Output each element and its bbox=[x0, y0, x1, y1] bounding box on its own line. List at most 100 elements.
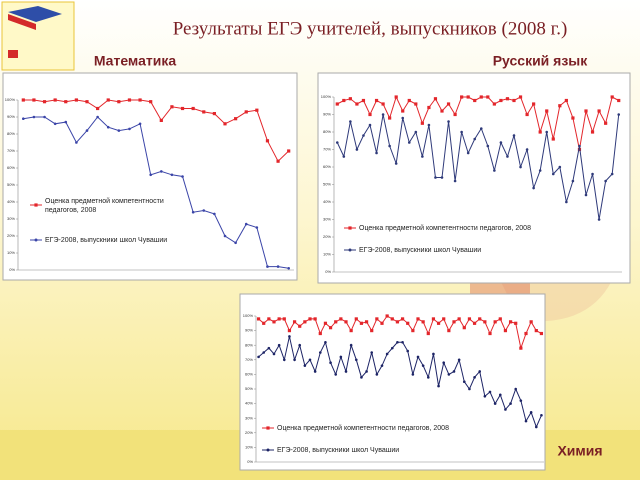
point bbox=[483, 395, 487, 398]
point bbox=[407, 141, 411, 144]
y-tick-label: 70% bbox=[7, 148, 15, 153]
point bbox=[486, 144, 490, 148]
point bbox=[571, 179, 575, 183]
point bbox=[488, 390, 492, 394]
point bbox=[324, 340, 327, 344]
point bbox=[180, 106, 185, 111]
point bbox=[432, 352, 435, 356]
point bbox=[525, 112, 529, 117]
point bbox=[479, 95, 483, 99]
point bbox=[293, 358, 296, 362]
point bbox=[127, 98, 132, 102]
point bbox=[365, 370, 368, 373]
y-tick-label: 80% bbox=[323, 129, 331, 134]
point bbox=[538, 130, 542, 134]
point bbox=[380, 321, 384, 325]
point bbox=[303, 364, 307, 367]
y-tick-label: 10% bbox=[323, 252, 331, 257]
point bbox=[442, 361, 446, 365]
point bbox=[483, 320, 487, 324]
point bbox=[361, 98, 366, 103]
y-tick-label: 80% bbox=[245, 342, 253, 347]
point bbox=[519, 165, 522, 169]
point bbox=[287, 329, 292, 333]
point bbox=[355, 102, 359, 106]
point bbox=[43, 115, 46, 119]
y-tick-label: 70% bbox=[323, 147, 331, 152]
logo-shape bbox=[8, 14, 36, 30]
point bbox=[53, 122, 57, 126]
point bbox=[255, 226, 259, 229]
point bbox=[584, 109, 588, 113]
point bbox=[498, 317, 502, 321]
point bbox=[401, 340, 404, 344]
point bbox=[411, 329, 415, 333]
point bbox=[534, 329, 538, 333]
legend-marker bbox=[34, 203, 38, 207]
point bbox=[318, 331, 322, 336]
point bbox=[170, 105, 174, 109]
y-tick-label: 40% bbox=[7, 199, 15, 204]
point bbox=[267, 346, 271, 350]
point bbox=[234, 241, 237, 245]
point bbox=[437, 384, 440, 388]
point bbox=[421, 155, 424, 158]
point bbox=[571, 116, 575, 120]
point bbox=[460, 130, 463, 134]
point bbox=[427, 105, 431, 110]
point bbox=[426, 331, 430, 336]
series-line bbox=[337, 95, 619, 150]
point bbox=[292, 320, 297, 324]
point bbox=[318, 351, 322, 354]
point bbox=[434, 176, 437, 179]
point bbox=[159, 118, 163, 122]
point bbox=[466, 95, 470, 99]
point bbox=[493, 169, 496, 172]
point bbox=[74, 98, 78, 102]
point bbox=[22, 117, 25, 120]
point bbox=[539, 331, 544, 336]
point bbox=[212, 112, 216, 116]
point bbox=[334, 320, 338, 324]
point bbox=[349, 329, 353, 333]
point bbox=[96, 115, 99, 119]
point bbox=[492, 102, 496, 106]
y-tick-label: 20% bbox=[245, 430, 253, 435]
point bbox=[117, 100, 121, 104]
legend-label: Оценка предметной компетентности педагого… bbox=[45, 197, 164, 214]
point bbox=[551, 172, 555, 176]
point bbox=[354, 317, 358, 321]
point bbox=[462, 380, 466, 384]
point bbox=[85, 100, 89, 104]
point bbox=[427, 123, 431, 127]
point bbox=[149, 100, 153, 104]
point bbox=[472, 321, 477, 325]
point bbox=[400, 317, 405, 321]
y-tick-label: 0% bbox=[247, 459, 253, 464]
y-tick-label: 90% bbox=[245, 328, 253, 333]
point bbox=[421, 364, 425, 367]
point bbox=[414, 130, 418, 134]
point bbox=[524, 419, 528, 423]
y-tick-label: 60% bbox=[323, 164, 331, 169]
point bbox=[362, 134, 365, 137]
point bbox=[453, 112, 457, 117]
point bbox=[493, 320, 497, 324]
point bbox=[462, 326, 466, 330]
point bbox=[514, 387, 518, 391]
point bbox=[234, 117, 238, 121]
point bbox=[374, 98, 379, 103]
point bbox=[509, 402, 512, 405]
point bbox=[558, 104, 562, 108]
legend-label-line: педагогов, 2008 bbox=[45, 207, 96, 214]
point bbox=[354, 358, 358, 362]
point bbox=[355, 148, 359, 151]
point bbox=[478, 370, 482, 373]
point bbox=[479, 127, 483, 130]
point bbox=[244, 110, 248, 114]
point bbox=[96, 106, 100, 111]
point bbox=[385, 314, 389, 318]
point bbox=[503, 329, 508, 333]
y-tick-label: 70% bbox=[245, 357, 253, 362]
chart-frame bbox=[317, 72, 631, 284]
